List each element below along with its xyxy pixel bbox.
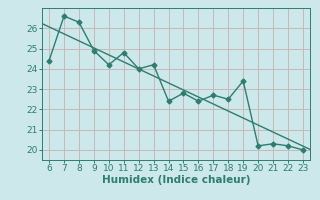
X-axis label: Humidex (Indice chaleur): Humidex (Indice chaleur) (102, 175, 250, 185)
